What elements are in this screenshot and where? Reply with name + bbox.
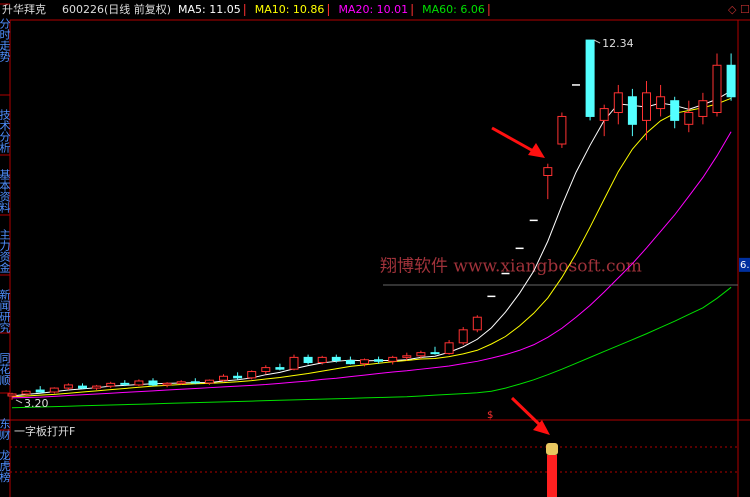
window-control[interactable]: ◇ ☐: [728, 3, 750, 16]
sidebar-tab[interactable]: 东财: [0, 418, 11, 441]
legend-entry: MA10: 10.86: [255, 3, 325, 16]
candle-body: [35, 389, 45, 393]
indicator-title: 一字板打开F: [14, 424, 75, 438]
candle-body: [458, 329, 468, 344]
candle-body: [543, 167, 553, 176]
candle-body: [190, 381, 200, 384]
candle-body: [345, 360, 355, 365]
ma-line: [11, 131, 732, 399]
candle-body: [670, 100, 680, 121]
candle-body: [360, 359, 369, 365]
annotation-pointer: [593, 39, 601, 44]
candle-body: [656, 96, 666, 110]
ma-line: [11, 97, 732, 398]
annotation-pointer: [15, 399, 23, 404]
sidebar-tab[interactable]: 基本资料: [0, 169, 11, 214]
ma-line: [11, 286, 732, 409]
candle-body: [289, 356, 299, 370]
candle-body: [134, 380, 144, 386]
ma-line: [11, 90, 732, 397]
candle-body: [388, 356, 398, 362]
candle-body: [430, 352, 440, 355]
candle-body: [92, 385, 102, 389]
signal-marker: [546, 443, 558, 455]
frame: [0, 19, 750, 497]
candle-body: [599, 108, 609, 121]
candle-body: [472, 316, 482, 331]
right-label-box: [739, 257, 750, 272]
candle-body: [7, 393, 17, 397]
sidebar-tab[interactable]: 主力资金: [0, 229, 11, 273]
candle-body: [275, 367, 285, 370]
candle-body: [204, 379, 214, 384]
candle-body: [63, 384, 73, 389]
stock-name: 升华拜克: [2, 2, 46, 16]
sidebar-tab[interactable]: 分时走势: [0, 18, 11, 62]
annotation: 12.34: [602, 37, 634, 50]
right-label: 6.: [740, 260, 750, 271]
candle-body: [613, 92, 623, 114]
signal-bar: [547, 455, 557, 497]
candle-body: [684, 112, 694, 125]
candle-body: [219, 375, 228, 381]
candle-body: [78, 385, 87, 389]
legend-entry: MA20: 10.01: [338, 3, 408, 16]
candle-body: [162, 382, 172, 386]
watermark: 翔博软件 www.xiangbosoft.com: [380, 257, 642, 277]
candle-body: [49, 387, 59, 393]
candle-body: [148, 380, 158, 386]
candle-body: [557, 115, 567, 145]
candle-body: [444, 342, 454, 354]
candle-body: [120, 382, 130, 385]
candle-body: [317, 356, 327, 363]
candle-body: [176, 381, 186, 384]
candle-body: [303, 356, 313, 363]
candle-body: [331, 356, 341, 362]
candle-body: [698, 100, 708, 117]
candle-body: [402, 355, 412, 358]
candle-body: [416, 352, 426, 357]
candle-body: [247, 371, 257, 379]
legend-entry: MA5: 11.05: [178, 3, 241, 16]
candle-body: [233, 375, 243, 379]
candle-body: [712, 64, 722, 114]
candle-body: [642, 92, 651, 121]
sidebar-tab[interactable]: 同花顺: [0, 353, 11, 387]
candle-body: [106, 382, 116, 387]
candle-body: [261, 367, 271, 373]
candle-body: [726, 64, 736, 98]
stock-info: 600226(日线 前复权): [62, 2, 171, 16]
sidebar-tab[interactable]: 技术分析: [0, 109, 11, 154]
candle-body: [374, 359, 384, 362]
arrows: [491, 126, 550, 435]
candle-body: [627, 96, 637, 125]
sidebar-tab[interactable]: 新闻研究: [0, 288, 11, 333]
signal-icon: $: [487, 410, 493, 421]
sidebar-tab[interactable]: 龙虎榜: [0, 449, 11, 483]
candle-body: [585, 39, 595, 117]
annotation: 3.20: [24, 397, 49, 410]
candle-body: [21, 390, 31, 395]
legend-entry: MA60: 6.06: [422, 3, 485, 16]
